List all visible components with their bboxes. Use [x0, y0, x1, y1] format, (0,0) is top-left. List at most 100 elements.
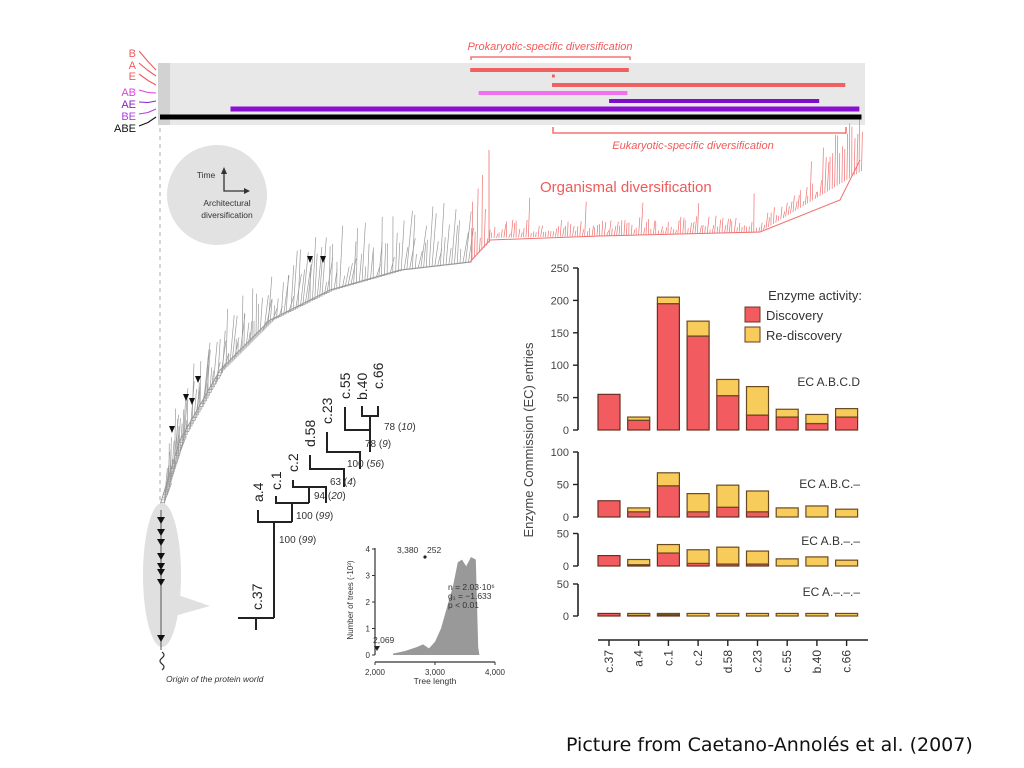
tree-branch-red: [853, 138, 856, 176]
support-paren: 20: [330, 491, 343, 502]
tree-branch-red: [709, 229, 711, 234]
bar-discovery-c-1: [656, 485, 681, 518]
tree-branch-gray: [258, 321, 267, 333]
tree-branch-gray: [296, 269, 305, 308]
support-close: ): [388, 439, 391, 450]
tree-marker-icon: [195, 376, 201, 383]
bar-rediscovery-d-58: [716, 612, 740, 617]
tree-branch-red: [682, 217, 685, 235]
tree-branch-gray: [224, 354, 230, 367]
bar-rediscovery-c-2: [686, 612, 710, 617]
panel-ytick-label: 0: [563, 561, 569, 573]
row-label-abe: ABE: [114, 123, 136, 135]
tree-branch-gray: [169, 457, 177, 475]
bar-rediscovery-c-2: [686, 320, 710, 337]
tree-branch-red: [518, 229, 521, 238]
tree-branch-gray: [266, 299, 273, 325]
category-label-c-37: c.37: [602, 650, 616, 673]
tree-branch-red: [476, 188, 479, 256]
tree-marker-icon: [183, 394, 189, 401]
histogram-ytick-label: 3: [366, 572, 371, 581]
tree-branch-red: [736, 227, 738, 234]
tree-branch-gray: [192, 382, 200, 418]
tree-branch-red: [508, 233, 511, 238]
tree-branch-red: [689, 222, 692, 235]
bar-rediscovery-c-1: [656, 543, 681, 554]
legend-label-discovery: Discovery: [766, 308, 824, 323]
taxon-label-b-40: b.40: [354, 373, 370, 400]
tree-branch-red: [630, 224, 633, 236]
tree-branch-gray: [170, 408, 176, 472]
tree-branch-red: [795, 201, 798, 211]
bar-rediscovery-c-23: [745, 385, 770, 416]
tree-branch-red: [616, 221, 619, 236]
tree-length-histogram: 0 1 2 3 4 2,000 3,000 4,000 Number of trees (·10…: [346, 545, 506, 686]
tree-branch-red: [640, 202, 644, 235]
tree-branch-gray: [391, 232, 398, 273]
taxon-label-c-37: c.37: [249, 583, 265, 610]
tree-branch-red: [790, 201, 793, 214]
tree-branch-red: [626, 222, 628, 236]
tree-branch-gray: [222, 308, 228, 369]
histogram-distribution: [393, 556, 480, 655]
tree-branch-gray: [176, 423, 183, 454]
timeline-bars: [160, 68, 862, 120]
bar-discovery-c-23: [745, 511, 770, 518]
legend-swatch-re-discovery: [744, 326, 761, 343]
taxon-label-c-2: c.2: [285, 453, 301, 472]
tree-branch-red: [496, 233, 499, 238]
tree-branch-red: [535, 232, 537, 238]
category-label-c-66: c.66: [840, 650, 854, 673]
tree-branch-gray: [189, 389, 197, 424]
tree-branch-red: [513, 222, 516, 238]
tree-branch-gray: [268, 307, 278, 323]
row-connector: [138, 100, 157, 104]
tree-branch-gray: [177, 424, 188, 449]
taxon-label-c-55: c.55: [337, 372, 353, 399]
tree-branch-red: [672, 228, 675, 235]
eukaryotic-bracket: [552, 127, 847, 134]
tree-branch-gray: [174, 418, 181, 459]
tree-branch-red: [716, 226, 719, 234]
root-marker-icon: [157, 569, 165, 576]
support-paren: 56: [370, 459, 382, 470]
tree-branch-gray: [291, 273, 302, 310]
cladogram-branch: [344, 407, 371, 452]
tree-branch-red: [493, 227, 496, 238]
bar-rediscovery-c-1: [656, 296, 681, 305]
bar-discovery-d-58: [716, 506, 740, 518]
histogram-xlabel: Tree length: [414, 676, 457, 686]
tree-branch-red: [831, 153, 834, 189]
panel-label: EC A.B.–.–: [801, 534, 860, 548]
tree-branch-red: [613, 226, 617, 236]
tree-branch-gray: [279, 275, 290, 316]
tree-branch-gray: [284, 296, 295, 314]
histogram-ylabel: Number of trees (·10³): [346, 560, 355, 639]
category-label-c-23: c.23: [751, 650, 765, 673]
bar-rediscovery-c-23: [745, 490, 770, 513]
bar-rediscovery-c-1: [656, 612, 681, 616]
panel-label: EC A.B.C.–: [799, 477, 860, 491]
inset-time-label: Time: [197, 170, 216, 180]
tree-branch-gray: [232, 338, 237, 359]
bar-discovery-c-2: [686, 335, 710, 431]
histogram-ytick-label: 2: [366, 598, 371, 607]
tree-branch-red: [542, 231, 545, 237]
tree-branch-gray: [164, 443, 170, 490]
inset-xlabel-line2: diversification: [201, 210, 253, 220]
panel-label: EC A.B.C.D: [797, 375, 860, 389]
tree-branch-red: [537, 226, 540, 238]
tree-branch-red: [520, 232, 523, 238]
tree-branch-red: [797, 195, 800, 210]
tree-branch-gray: [439, 237, 446, 266]
tree-branch-red: [846, 133, 849, 180]
tree-branch-gray: [199, 349, 210, 407]
tree-branch-gray: [188, 363, 195, 427]
tree-branch-gray: [442, 224, 450, 266]
bar-rediscovery-d-58: [716, 484, 740, 508]
tree-branch-gray: [282, 274, 289, 315]
tree-branch-gray: [250, 320, 255, 341]
timeline-left-shade: [158, 63, 170, 125]
root-marker-icon: [157, 579, 165, 586]
tree-branch-red: [623, 220, 626, 236]
